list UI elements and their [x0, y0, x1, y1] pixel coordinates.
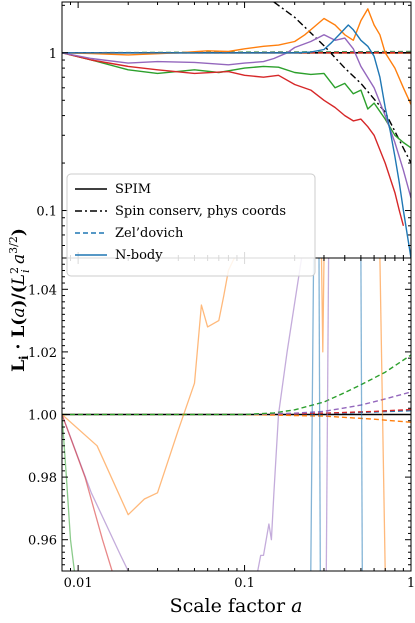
x-tick-label: 1 [407, 576, 415, 591]
tick-labels: 1 0.1 0.96 0.98 1.00 1.02 1.04 0.01 0.1 1 [28, 47, 415, 591]
y-tick-label: 1.04 [28, 283, 57, 298]
x-axis-label: Scale factor a [170, 595, 303, 617]
top-series-line-9 [62, 52, 405, 226]
y-tick-label: 1.02 [28, 346, 57, 361]
y-tick-label: 0.96 [28, 534, 57, 549]
y-axis-label: Li · L(a)/(L2i a3/2) [7, 228, 32, 372]
top-series-line-1 [273, 2, 411, 164]
bottom-series-line-4 [62, 391, 411, 416]
top-series-line-11 [62, 24, 411, 258]
y-tick-label: 0.98 [28, 471, 57, 486]
legend-label-zeldovich: Zel’dovich [115, 226, 184, 241]
legend-label-spin-conserv: Spin conserv, phys coords [115, 204, 286, 219]
top-series-line-10 [62, 34, 411, 199]
bottom-series-line-5 [62, 354, 411, 416]
y-tick-label: 0.1 [36, 205, 57, 220]
bottom-series-line-14 [310, 258, 315, 571]
bottom-series-line-7 [320, 258, 325, 353]
bottom-series-line-12 [62, 414, 113, 571]
y-tick-label: 1.00 [28, 409, 57, 424]
legend-label-nbody: N-body [115, 248, 163, 263]
legend-box [66, 173, 316, 277]
y-tick-label: 1 [49, 47, 57, 62]
bottom-series-line-11 [325, 258, 330, 571]
legend: SPIM Spin conserv, phys coords Zel’dovic… [66, 173, 316, 277]
bottom-series-line-16 [360, 258, 363, 571]
bottom-series-line-8 [379, 258, 386, 571]
top-series-line-7 [62, 8, 411, 105]
legend-label-spim: SPIM [115, 182, 151, 197]
bottom-series-line-10 [257, 258, 303, 571]
top-panel-series [62, 2, 411, 258]
x-tick-label: 0.01 [64, 576, 93, 591]
bottom-series-line-15 [318, 258, 321, 571]
x-tick-label: 0.1 [234, 576, 255, 591]
